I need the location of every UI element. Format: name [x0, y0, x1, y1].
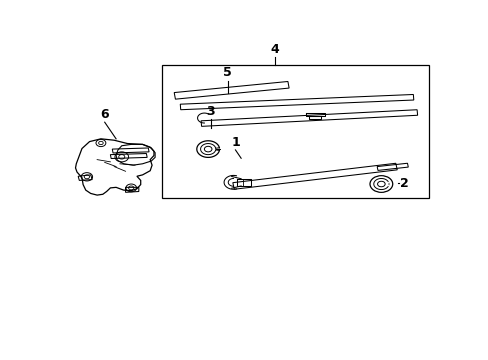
- Text: 3: 3: [206, 105, 215, 118]
- Bar: [161, 66, 428, 198]
- Text: 2: 2: [400, 177, 408, 190]
- Text: 4: 4: [270, 43, 279, 56]
- Text: 6: 6: [100, 108, 109, 121]
- Text: 5: 5: [223, 66, 232, 79]
- Text: 1: 1: [231, 135, 239, 149]
